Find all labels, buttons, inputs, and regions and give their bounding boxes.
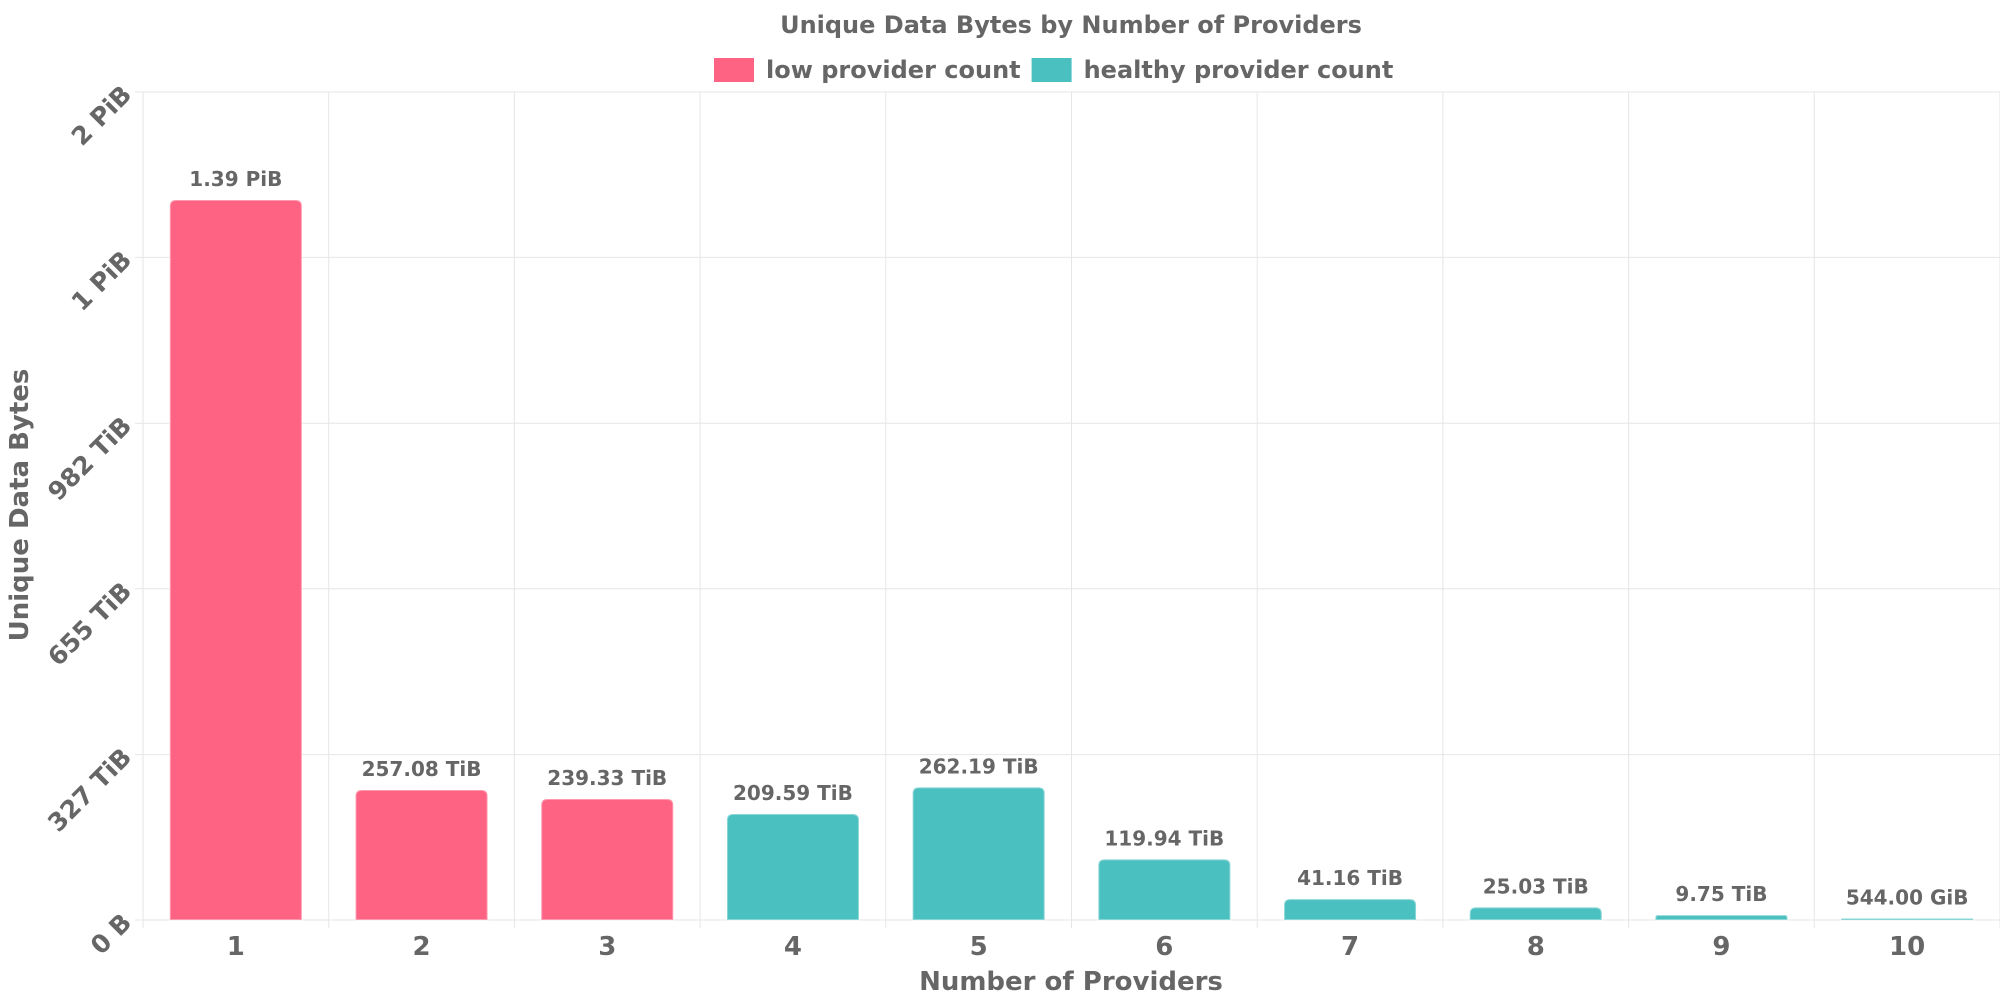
bar-10[interactable]: [1840, 917, 1975, 921]
x-tick-label-10: 10: [1889, 932, 1925, 962]
data-label-1: 1.39 PiB: [189, 167, 282, 191]
data-label-3: 239.33 TiB: [547, 766, 667, 790]
y-tick-label: 655 TiB: [42, 576, 137, 671]
bar-4[interactable]: [725, 812, 860, 921]
x-axis-label: Number of Providers: [919, 967, 1223, 997]
bar-6[interactable]: [1097, 858, 1232, 921]
y-tick-label: 2 PiB: [66, 80, 137, 151]
bar-1[interactable]: [168, 199, 303, 921]
legend: low provider count healthy provider count: [714, 56, 1393, 84]
grid-lines: [135, 91, 2000, 928]
data-label-5: 262.19 TiB: [919, 754, 1039, 778]
chart-title: Unique Data Bytes by Number of Providers: [780, 11, 1362, 39]
x-tick-label-7: 7: [1341, 932, 1359, 962]
x-tick-label-3: 3: [598, 932, 616, 962]
data-label-6: 119.94 TiB: [1104, 826, 1224, 850]
y-axis-label: Unique Data Bytes: [5, 369, 35, 642]
x-tick-label-9: 9: [1712, 932, 1730, 962]
y-tick-label: 327 TiB: [42, 742, 137, 837]
data-label-9: 9.75 TiB: [1675, 882, 1767, 906]
bars: [168, 199, 1975, 921]
data-label-10: 544.00 GiB: [1846, 886, 1969, 910]
data-label-7: 41.16 TiB: [1297, 866, 1403, 890]
bar-3[interactable]: [540, 797, 675, 921]
data-label-4: 209.59 TiB: [733, 781, 853, 805]
bar-7[interactable]: [1283, 898, 1418, 921]
x-tick-label-1: 1: [227, 932, 245, 962]
y-tick-labels: 0 B 327 TiB 655 TiB 982 TiB 1 PiB 2 PiB: [42, 80, 137, 960]
y-tick-label: 0 B: [85, 908, 137, 960]
x-tick-label-4: 4: [784, 932, 802, 962]
bar-2[interactable]: [354, 788, 489, 921]
data-label-2: 257.08 TiB: [362, 757, 482, 781]
data-labels: 1.39 PiB 257.08 TiB 239.33 TiB 209.59 TiB 26…: [189, 167, 1968, 909]
x-tick-label-8: 8: [1527, 932, 1545, 962]
bar-9[interactable]: [1654, 914, 1789, 921]
x-tick-label-6: 6: [1155, 932, 1173, 962]
legend-swatch-low[interactable]: [714, 58, 754, 82]
bar-5[interactable]: [911, 786, 1046, 921]
data-label-8: 25.03 TiB: [1483, 874, 1589, 898]
legend-label-low[interactable]: low provider count: [766, 56, 1021, 84]
bar-8[interactable]: [1468, 906, 1603, 921]
x-tick-label-5: 5: [970, 932, 988, 962]
legend-swatch-healthy[interactable]: [1031, 58, 1072, 82]
y-tick-label: 1 PiB: [66, 245, 137, 316]
y-tick-label: 982 TiB: [42, 411, 137, 506]
x-tick-label-2: 2: [413, 932, 431, 962]
legend-label-healthy[interactable]: healthy provider count: [1084, 56, 1394, 84]
x-tick-labels: 1 2 3 4 5 6 7 8 9 10: [227, 932, 1925, 962]
